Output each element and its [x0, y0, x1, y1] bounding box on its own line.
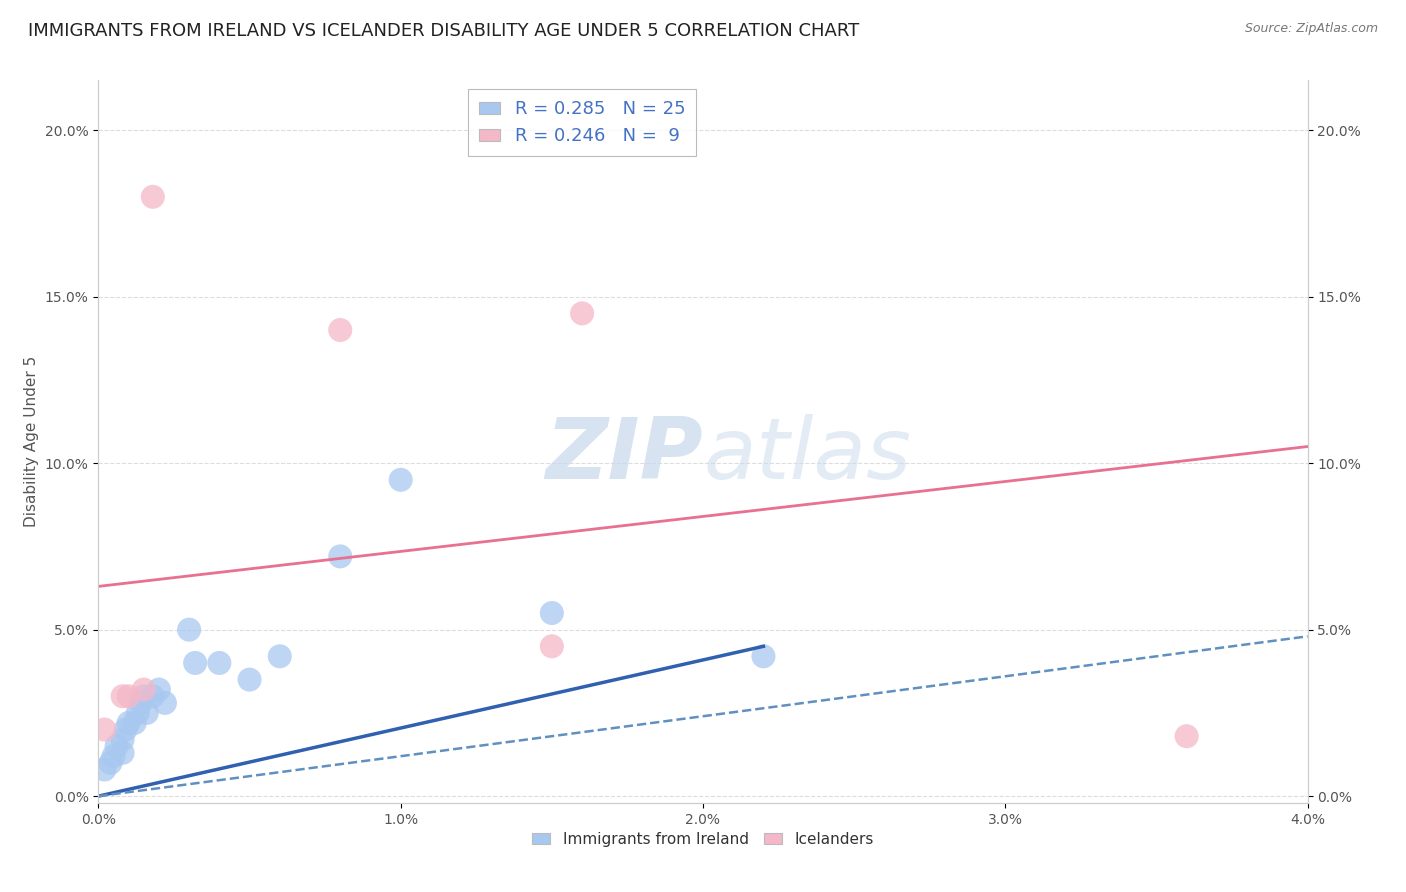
- Point: [103, 749, 125, 764]
- Point: [540, 640, 562, 654]
- Point: [148, 682, 170, 697]
- Point: [118, 715, 141, 730]
- Point: [153, 696, 176, 710]
- Point: [142, 190, 165, 204]
- Point: [118, 690, 141, 704]
- Point: [540, 606, 562, 620]
- Point: [132, 690, 155, 704]
- Point: [93, 723, 115, 737]
- Text: atlas: atlas: [703, 415, 911, 498]
- Text: IMMIGRANTS FROM IRELAND VS ICELANDER DISABILITY AGE UNDER 5 CORRELATION CHART: IMMIGRANTS FROM IRELAND VS ICELANDER DIS…: [28, 22, 859, 40]
- Point: [124, 715, 146, 730]
- Point: [389, 473, 412, 487]
- Point: [752, 649, 775, 664]
- Point: [129, 696, 152, 710]
- Point: [135, 706, 157, 720]
- Point: [329, 549, 352, 564]
- Text: ZIP: ZIP: [546, 415, 703, 498]
- Point: [269, 649, 291, 664]
- Point: [111, 732, 134, 747]
- Point: [132, 682, 155, 697]
- Point: [239, 673, 262, 687]
- Legend: Immigrants from Ireland, Icelanders: Immigrants from Ireland, Icelanders: [526, 826, 880, 853]
- Point: [1175, 729, 1198, 743]
- Point: [114, 723, 136, 737]
- Point: [329, 323, 352, 337]
- Text: Source: ZipAtlas.com: Source: ZipAtlas.com: [1244, 22, 1378, 36]
- Point: [184, 656, 207, 670]
- Point: [179, 623, 201, 637]
- Point: [111, 746, 134, 760]
- Point: [142, 690, 165, 704]
- Point: [127, 706, 149, 720]
- Point: [208, 656, 231, 670]
- Point: [111, 690, 134, 704]
- Y-axis label: Disability Age Under 5: Disability Age Under 5: [24, 356, 39, 527]
- Point: [105, 739, 128, 754]
- Point: [571, 306, 593, 320]
- Point: [100, 756, 122, 770]
- Point: [93, 763, 115, 777]
